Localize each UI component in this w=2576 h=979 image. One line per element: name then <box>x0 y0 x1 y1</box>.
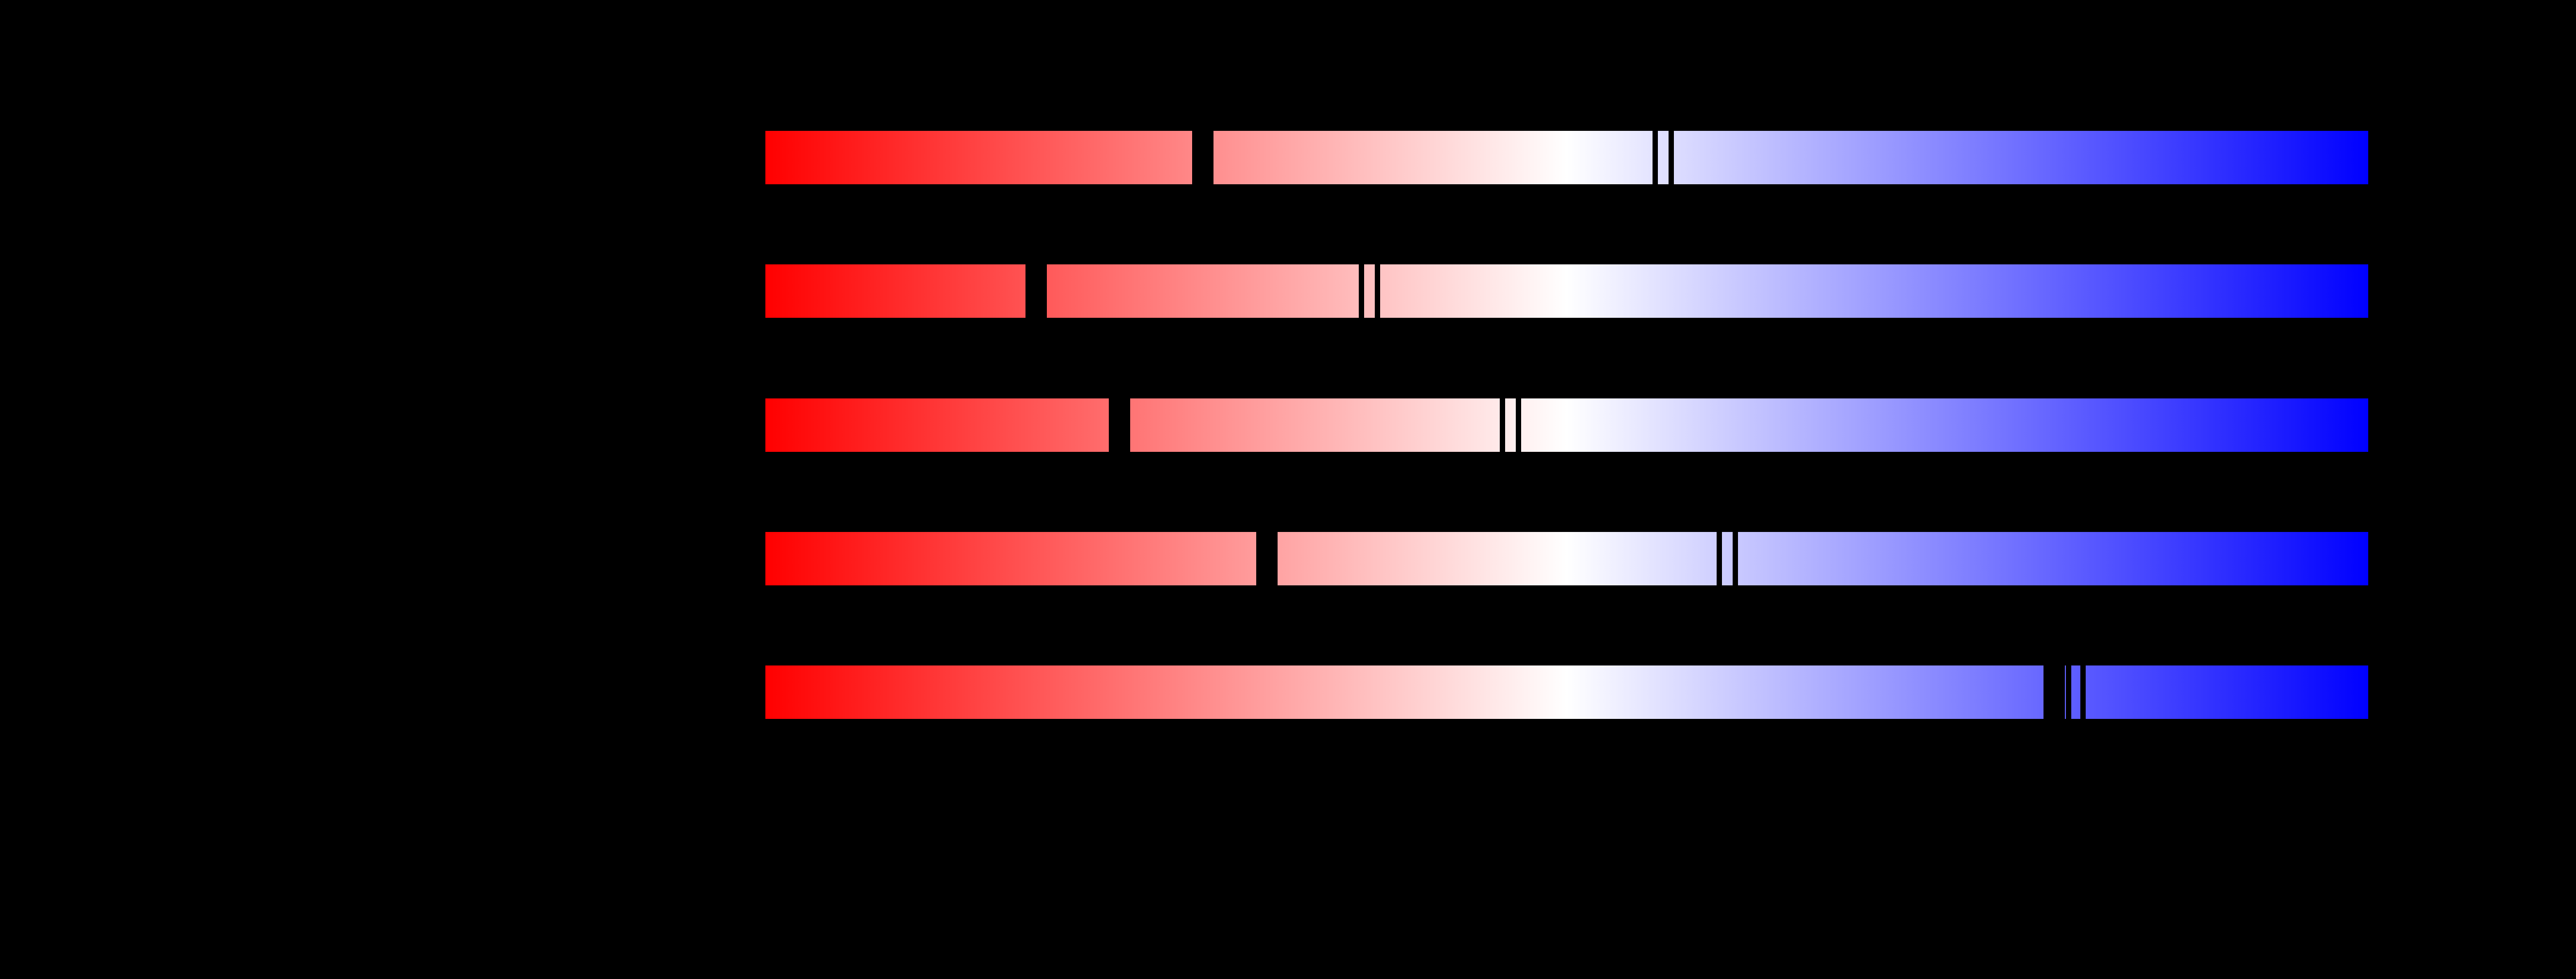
thin-marker <box>1668 130 1674 184</box>
gradient-bar-row-1 <box>765 130 2368 184</box>
thin-marker <box>1375 264 1381 318</box>
thin-marker <box>1500 398 1506 452</box>
thick-marker <box>2043 665 2065 719</box>
thick-marker <box>1192 130 1214 184</box>
thin-marker <box>1732 531 1738 585</box>
thin-marker <box>1359 264 1365 318</box>
thin-marker <box>1652 130 1658 184</box>
thin-marker <box>2080 665 2086 719</box>
gradient-bar-row-3 <box>765 398 2368 452</box>
thick-marker <box>1025 264 1047 318</box>
thin-marker <box>1716 531 1722 585</box>
gradient-bar-row-4 <box>765 531 2368 585</box>
thick-marker <box>1256 531 1278 585</box>
gradient-bar-row-2 <box>765 264 2368 318</box>
thin-marker <box>2065 665 2071 719</box>
gradient-bar-row-5 <box>765 665 2368 719</box>
thick-marker <box>1109 398 1131 452</box>
thin-marker <box>1516 398 1522 452</box>
